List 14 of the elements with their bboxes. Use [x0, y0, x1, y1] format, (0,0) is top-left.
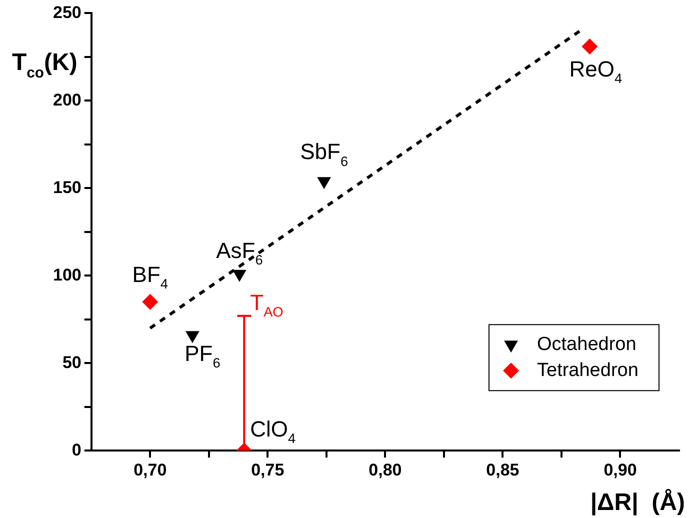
legend-label: Tetrahedron [537, 360, 638, 381]
y-tick-label: 50 [62, 352, 82, 372]
x-tick-label: 0,90 [604, 460, 637, 480]
x-tick-label: 0,75 [251, 460, 284, 480]
x-axis-title: |ΔR| (Å) [590, 488, 686, 516]
legend-label: Octahedron [537, 334, 636, 355]
x-tick-label: 0,70 [134, 460, 167, 480]
y-tick-label: 100 [52, 265, 82, 284]
x-tick-label: 0,85 [486, 460, 520, 480]
x-tick-label: 0,80 [368, 460, 402, 480]
y-tick-label: 0 [72, 440, 82, 460]
y-tick-label: 200 [52, 90, 82, 110]
y-tick-label: 250 [52, 2, 82, 22]
y-tick-label: 150 [52, 178, 82, 197]
